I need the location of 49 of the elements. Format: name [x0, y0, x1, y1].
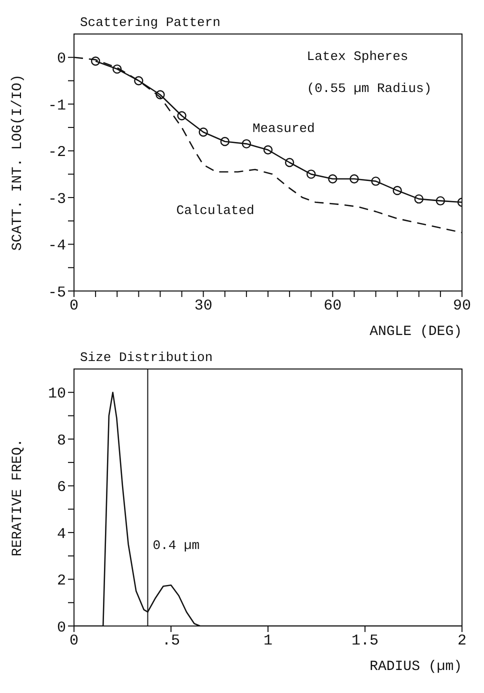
x-axis-title: RADIUS (µm) [370, 659, 462, 675]
point [134, 76, 144, 86]
y-tick-label: 10 [48, 386, 66, 403]
y-tick-label: 2 [56, 572, 66, 590]
y-tick-label: -4 [48, 238, 66, 255]
x-tick-label: 60 [324, 298, 342, 315]
y-tick-label: 4 [56, 526, 66, 543]
point [414, 194, 424, 204]
y-tick-label: 0 [56, 619, 66, 636]
y-tick-label: 8 [56, 432, 66, 450]
y-tick-label: -1 [48, 97, 66, 114]
y-axis-title: SCATT. INT. LOG(I/IO) [10, 74, 26, 251]
annotation: (0.55 µm Radius) [306, 81, 432, 96]
annotation: Latex Spheres [306, 49, 408, 64]
point [306, 170, 316, 179]
x-tick-label: 1.5 [351, 632, 379, 650]
x-tick-label: 0 [69, 632, 79, 650]
x-tick-label: 1 [263, 632, 273, 650]
y-tick-label: 0 [56, 50, 66, 68]
x-tick-label: 0 [69, 298, 79, 315]
point [436, 196, 446, 206]
y-tick-label: -5 [48, 284, 66, 302]
point [350, 174, 359, 184]
y-tick-label: -3 [48, 190, 66, 208]
y-tick-label: -2 [48, 144, 66, 162]
point [284, 158, 294, 168]
point [328, 174, 338, 184]
point [177, 111, 186, 120]
point [220, 136, 230, 146]
text: Calculated [176, 202, 254, 218]
point [392, 186, 402, 196]
chart-title: Scattering Pattern [80, 15, 220, 30]
point [156, 90, 165, 100]
y-tick-label: 6 [56, 479, 66, 496]
point [90, 56, 100, 66]
chart-title: Size Distribution [80, 350, 213, 365]
x-tick-label: 30 [194, 298, 212, 315]
point [112, 64, 122, 74]
ref-line-label: 0.4 µm [152, 538, 200, 553]
x-axis-title: ANGLE (DEG) [370, 324, 462, 340]
point [371, 176, 380, 186]
x-tick-label: .5 [162, 632, 180, 650]
point [242, 139, 252, 148]
y-axis-title: RERATIVE FREQ. [10, 438, 26, 556]
x-tick-label: 90 [452, 298, 472, 315]
point [198, 128, 208, 137]
point [263, 145, 273, 154]
series-label: Measured [252, 120, 315, 136]
x-tick-label: 2 [457, 632, 467, 650]
